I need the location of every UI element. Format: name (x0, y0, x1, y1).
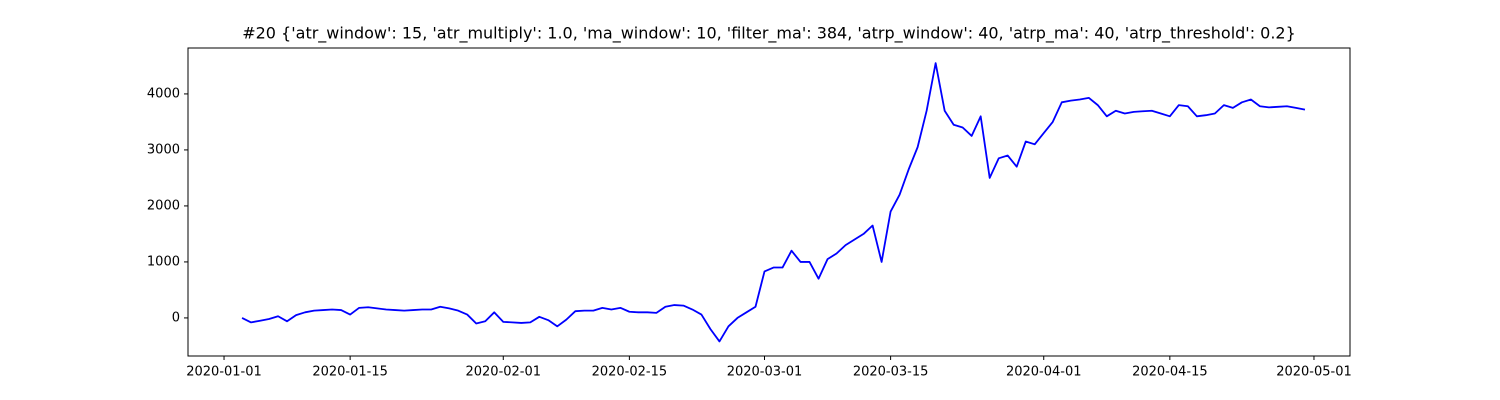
y-tick-label: 0 (172, 310, 180, 325)
x-tick-label: 2020-01-15 (312, 365, 388, 380)
y-tick-label: 3000 (147, 142, 180, 157)
y-tick-label: 2000 (147, 198, 180, 213)
x-tick-label: 2020-04-15 (1132, 365, 1208, 380)
y-tick-label: 1000 (147, 254, 180, 269)
x-tick-label: 2020-02-01 (465, 365, 541, 380)
x-tick-label: 2020-03-01 (727, 365, 803, 380)
data-line (241, 62, 1306, 343)
y-tick-label: 4000 (147, 86, 180, 101)
x-tick-label: 2020-03-15 (853, 365, 929, 380)
chart-title: #20 {'atr_window': 15, 'atr_multiply': 1… (242, 24, 1296, 44)
x-tick-label: 2020-04-01 (1006, 365, 1082, 380)
x-tick-label: 2020-05-01 (1276, 365, 1352, 380)
x-tick-label: 2020-02-15 (592, 365, 668, 380)
x-tick-label: 2020-01-01 (186, 365, 262, 380)
plot-frame (187, 47, 1351, 357)
